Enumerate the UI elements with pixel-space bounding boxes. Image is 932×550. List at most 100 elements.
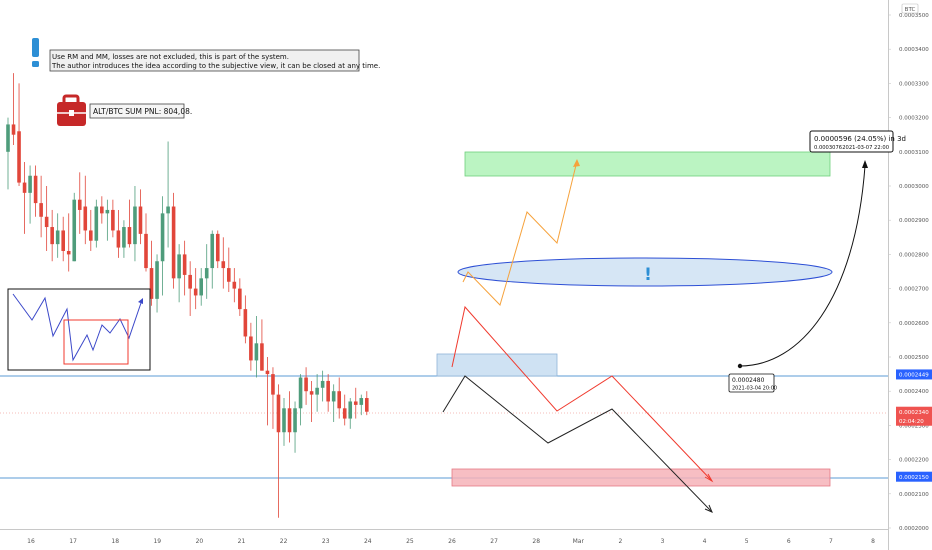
price-tick-label: 0.0003400 [899, 47, 929, 53]
price-tick-label: 0.0002600 [899, 321, 929, 327]
candle [127, 199, 132, 248]
candle [359, 394, 364, 416]
candle [204, 244, 209, 299]
candle [83, 175, 88, 245]
time-tick-label: 23 [322, 538, 330, 545]
target-curve-arrow[interactable] [739, 165, 866, 367]
candle-body [254, 343, 259, 361]
highlight-ellipse[interactable] [457, 257, 833, 287]
candle-body [348, 401, 353, 419]
candle [155, 254, 159, 313]
price-tick-label: 0.0002100 [899, 492, 929, 498]
time-tick-label: 3 [661, 538, 665, 545]
candle [342, 394, 347, 426]
candle-body [61, 230, 65, 251]
candle [177, 244, 181, 303]
candle [271, 367, 275, 429]
candle [331, 384, 336, 422]
candle-body [28, 175, 32, 193]
ellipse-exclamation-icon: ! [644, 265, 652, 285]
time-tick-label: 18 [111, 538, 119, 545]
candle [166, 141, 170, 248]
candle-body [116, 230, 121, 248]
candle-body [72, 199, 77, 262]
time-tick-label: 27 [490, 538, 498, 545]
neutral-projection-path[interactable] [442, 375, 713, 513]
target-callout-title: 0.0000596 (24.05%) in 3d [814, 135, 906, 143]
candle-body [17, 131, 21, 183]
price-tick-label: 0.0003100 [899, 150, 929, 156]
time-axis: 16 17 18 19 20 21 22 23 24 25 26 27 28 Mar 2 3 4 5 6 7 8 [27, 538, 875, 545]
time-tick-label: 19 [153, 538, 161, 545]
price-tag-box [896, 369, 932, 380]
candle [227, 247, 231, 293]
time-tick-label: 17 [69, 538, 77, 545]
candle-body [22, 182, 27, 193]
price-tag: 0.0002150 [896, 471, 932, 482]
candle [6, 117, 10, 190]
target-zone-green[interactable] [464, 151, 831, 177]
candle [77, 172, 82, 234]
candle [243, 295, 248, 344]
time-tick-label: 28 [532, 538, 540, 545]
stop-zone-red[interactable] [451, 468, 831, 487]
candle-body [149, 268, 154, 299]
currency-label-box [901, 3, 919, 14]
origin-callout[interactable] [728, 373, 775, 393]
candle-body [188, 274, 192, 289]
candle [293, 401, 297, 453]
time-tick-label: 25 [406, 538, 414, 545]
price-tag-label: 0.0002150 [899, 475, 929, 481]
candle [39, 175, 43, 238]
candle [265, 357, 270, 426]
target-callout[interactable] [809, 130, 894, 153]
target-arrowhead-icon [862, 160, 868, 168]
bearish-projection-path[interactable] [451, 305, 713, 482]
price-tag-box [896, 406, 932, 417]
candle [287, 391, 292, 443]
entry-zone-blue[interactable] [436, 353, 558, 377]
candle-body [315, 387, 319, 395]
candle-body [265, 370, 270, 375]
candle [182, 240, 187, 296]
candle [50, 209, 54, 262]
info-exclamation-dot [32, 61, 39, 67]
bullish-projection-path[interactable] [462, 160, 578, 306]
candle [11, 73, 16, 145]
price-tick-label: 0.0002800 [899, 252, 929, 258]
origin-point[interactable] [737, 363, 743, 369]
time-tick-label: 20 [196, 538, 204, 545]
time-tick-label: 4 [703, 538, 707, 545]
candle [61, 216, 65, 262]
price-tick-label: 0.0002900 [899, 218, 929, 224]
disclaimer-note[interactable] [49, 49, 360, 72]
candle-body [353, 401, 358, 405]
time-tick-label: 6 [787, 538, 791, 545]
candle-body [304, 377, 308, 392]
candle-body [293, 408, 297, 433]
time-tick-label: 5 [745, 538, 749, 545]
candle [33, 165, 38, 217]
candle-body [133, 206, 137, 245]
candle [66, 213, 71, 272]
candle-body [260, 343, 264, 371]
candle [100, 196, 104, 224]
pnl-label: ALT/BTC SUM PNL: 804,08. [93, 107, 192, 116]
candle [72, 192, 77, 262]
time-tick-label: 24 [364, 538, 372, 545]
candle-body [287, 408, 292, 433]
candle-body [342, 408, 347, 419]
candle [160, 196, 165, 296]
candle-body [44, 216, 49, 228]
candle [215, 230, 220, 269]
candle-body [320, 380, 325, 388]
price-tick-label: 0.0002700 [899, 287, 929, 293]
time-tick-label: 21 [238, 538, 246, 545]
candle [249, 322, 253, 371]
pnl-note[interactable] [89, 103, 185, 119]
candle [138, 189, 143, 245]
candle-body [331, 391, 336, 402]
bearish-arrowhead-icon [704, 473, 714, 483]
candle-body [122, 227, 126, 248]
